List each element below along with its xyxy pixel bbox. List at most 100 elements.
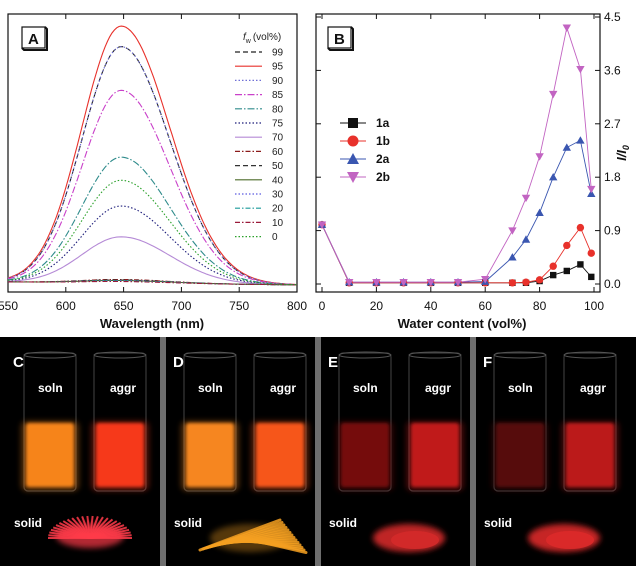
data-point-1a	[588, 273, 595, 281]
solid-sample	[48, 515, 132, 548]
data-point-2a	[562, 143, 571, 151]
data-point-2a	[521, 235, 531, 243]
spectrum-curve-95	[7, 25, 298, 286]
legend-label-75: 75	[272, 119, 284, 130]
x-tick-label: 700	[171, 299, 191, 313]
panel-b-frame	[315, 13, 601, 293]
panel-b-letter: B	[334, 31, 345, 48]
legend-label-10: 10	[272, 218, 284, 229]
photo-label-solid: solid	[329, 516, 357, 530]
panel-b-series	[317, 24, 596, 287]
data-point-2b	[562, 24, 571, 32]
x-tick-label: 800	[287, 299, 307, 313]
spectrum-curve-80	[7, 156, 298, 286]
series-line-2b	[321, 25, 592, 283]
x-tick-label: 600	[56, 299, 76, 313]
data-point-2b	[587, 185, 596, 194]
legend-marker-2a	[347, 153, 359, 164]
data-point-1a	[577, 261, 584, 268]
solid-sample	[528, 524, 600, 552]
legend-title: fw (vol%)	[243, 32, 281, 45]
photo-label-aggr: aggr	[580, 381, 606, 395]
x-tick-label: 750	[229, 299, 249, 313]
legend-label-2a: 2a	[376, 152, 390, 166]
photo-label-solid: solid	[14, 516, 42, 530]
legend-label-1a: 1a	[376, 116, 390, 130]
data-point-2b	[399, 279, 408, 287]
data-point-1b	[522, 278, 530, 286]
legend-marker-1a	[348, 118, 358, 128]
data-point-1a	[563, 267, 570, 275]
data-point-2b	[521, 194, 531, 203]
photo-label-aggr: aggr	[110, 381, 136, 395]
x-tick-label: 550	[0, 299, 18, 313]
photo-letter-d: D	[173, 354, 184, 371]
panel-a-legend: fw (vol%) 99 95 90 85 80 75 70 60 50 40 30 20 10 0	[235, 32, 284, 243]
legend-label-2b: 2b	[376, 170, 390, 184]
legend-label-20: 20	[272, 204, 284, 215]
x-tick-label: 100	[584, 299, 604, 313]
spectrum-curve-70	[7, 236, 297, 286]
panel-a-x-ticks: 550 600 650 700 750 800	[0, 14, 307, 313]
series-line-1b	[321, 224, 592, 284]
photo-label-soln: soln	[353, 381, 378, 395]
photo-label-solid: solid	[174, 516, 202, 530]
y-tick-label: 2.7	[604, 117, 621, 131]
legend-title-w: w	[245, 38, 252, 45]
legend-label-1b: 1b	[376, 134, 390, 148]
panel-b-xlabel: Water content (vol%)	[398, 316, 527, 331]
panel-b-x-ticks: 0 20 40 60 80 100	[319, 14, 604, 313]
legend-label-50: 50	[272, 161, 284, 172]
data-point-1b	[549, 262, 557, 270]
data-point-2a	[587, 189, 596, 198]
data-point-2b	[549, 90, 558, 99]
legend-label-90: 90	[272, 76, 284, 87]
photo-divider	[160, 337, 166, 566]
legend-marker-1b	[347, 135, 359, 147]
data-point-1b	[576, 223, 585, 232]
data-point-2b	[372, 279, 381, 287]
data-point-1b	[508, 279, 517, 287]
x-tick-label: 20	[370, 299, 384, 313]
spectrum-curve-10	[8, 280, 297, 286]
x-tick-label: 80	[533, 299, 547, 313]
legend-label-30: 30	[272, 190, 284, 201]
data-point-2b	[317, 221, 327, 229]
legend-label-70: 70	[272, 133, 284, 144]
photo-label-aggr: aggr	[270, 381, 296, 395]
x-tick-label: 40	[424, 299, 438, 313]
legend-label-95: 95	[272, 62, 284, 73]
y-tick-label: 0.0	[604, 277, 621, 291]
x-tick-label: 60	[479, 299, 493, 313]
legend-label-99: 99	[272, 48, 284, 59]
data-point-2b	[535, 153, 544, 161]
y-tick-label: 1.8	[604, 170, 621, 184]
spectrum-curve-99	[7, 46, 297, 286]
panel-a-frame	[7, 13, 298, 293]
panel-b-ylabel: I/I0	[614, 145, 631, 161]
photo-label-soln: soln	[198, 381, 223, 395]
panel-b-y-ticks: 0.0 0.9 1.8 2.7 3.6 4.5	[316, 10, 621, 291]
data-point-2a	[535, 208, 544, 216]
data-point-1a	[550, 271, 557, 279]
spectrum-curve-75	[7, 205, 298, 286]
legend-title-unit: (vol%)	[253, 32, 281, 43]
spectrum-curve-85	[7, 89, 298, 286]
legend-label-60: 60	[272, 147, 284, 158]
data-point-2b	[576, 66, 585, 74]
panel-a: A fw (vol%) 99 95 90 85 80 75 70 60 50 40 30 20 10 0 5…	[0, 13, 307, 331]
legend-label-0: 0	[272, 232, 278, 243]
data-point-1b	[587, 249, 595, 257]
solid-sample	[198, 518, 308, 554]
data-point-2b	[345, 279, 354, 287]
x-tick-label: 0	[319, 299, 326, 313]
photo-letter-e: E	[328, 354, 338, 371]
data-point-2b	[481, 276, 490, 284]
data-point-1b	[535, 276, 544, 284]
y-tick-label: 3.6	[604, 63, 621, 77]
